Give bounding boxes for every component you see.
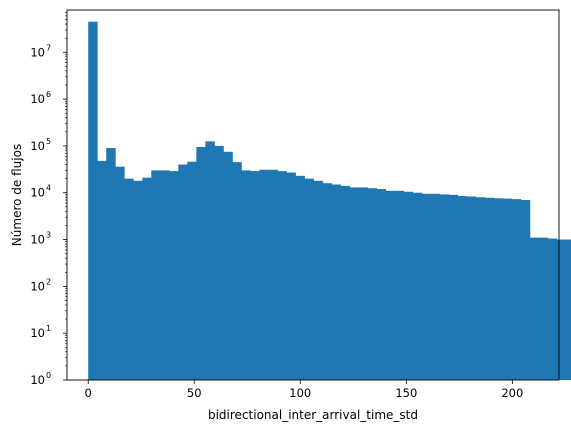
x-axis-label: bidirectional_inter_arrival_time_std [208,408,418,422]
histogram-bar [448,194,459,380]
y-tick-label: 10 [30,139,45,153]
histogram-bar [493,198,504,380]
histogram-bar [97,160,107,380]
y-tick-exponent: 5 [46,137,51,146]
histogram-bar [367,188,378,380]
histogram-bar [565,239,571,380]
y-tick-label: 10 [30,186,45,200]
histogram-bar [376,189,387,380]
histogram-bar [394,190,405,380]
histogram-bar [502,198,513,380]
y-tick-exponent: 4 [46,184,51,193]
histogram-bar [358,187,369,380]
histogram-bar [169,171,179,380]
x-tick-label: 50 [187,386,202,400]
histogram-bar [403,191,414,380]
y-tick-label: 10 [30,279,45,293]
histogram-bar [349,187,359,380]
histogram-bar [466,196,477,380]
x-axis: 0 50 100 150 200 [85,380,523,400]
histogram-bar [304,178,314,380]
histogram-bar [187,161,197,380]
histogram-bar [268,169,278,380]
histogram-bar [511,199,522,380]
y-tick-exponent: 3 [46,231,51,240]
histogram-bar [484,197,495,380]
histogram-bar [547,238,558,380]
histogram-bar [124,178,134,380]
histogram-bar [430,193,441,380]
y-tick-exponent: 6 [46,90,51,99]
y-tick-exponent: 7 [46,43,51,52]
histogram-bar [196,146,206,380]
y-tick-exponent: 0 [46,371,51,380]
y-tick-exponent: 2 [46,277,51,286]
x-tick-label: 0 [85,386,92,400]
y-tick-exponent: 1 [46,324,51,333]
histogram-bar [439,194,450,380]
histogram-bar [232,162,242,380]
x-tick-label: 100 [289,386,311,400]
y-axis-label: Número de flujos [10,144,24,246]
histogram-bar [322,183,332,380]
histogram-bar [115,166,125,380]
histogram-bar [556,239,567,380]
x-tick-label: 200 [501,386,523,400]
histogram-bar [151,170,161,380]
histogram-bar [205,141,215,380]
histogram-bar [133,180,143,380]
bars-group [88,21,571,380]
histogram-bar [88,21,98,380]
histogram-bar [259,169,269,380]
histogram-bar [277,171,287,380]
histogram-bar [520,199,531,380]
histogram-bar [250,171,260,380]
y-tick-label: 10 [30,373,45,387]
histogram-bar [142,177,152,380]
histogram-bar [475,197,486,380]
histogram-bar [457,196,468,380]
histogram-bar [412,192,423,380]
histogram-bar [538,237,549,380]
histogram-bar [178,164,188,380]
histogram-bar [529,237,540,380]
histogram-bar [313,180,323,380]
histogram-bar [106,148,116,380]
histogram-bar [223,151,233,380]
histogram-bar [385,190,396,380]
y-tick-label: 10 [30,45,45,59]
y-tick-label: 10 [30,92,45,106]
x-tick-label: 150 [395,386,417,400]
y-tick-label: 10 [30,233,45,247]
histogram-bar [241,170,251,380]
histogram-bar [286,172,296,380]
histogram-bar [160,170,170,380]
histogram-bar [340,185,350,380]
histogram-bar [331,184,341,380]
histogram-bar [295,175,305,380]
histogram-bar [421,193,432,380]
histogram-bar [214,145,224,380]
y-tick-label: 10 [30,326,45,340]
